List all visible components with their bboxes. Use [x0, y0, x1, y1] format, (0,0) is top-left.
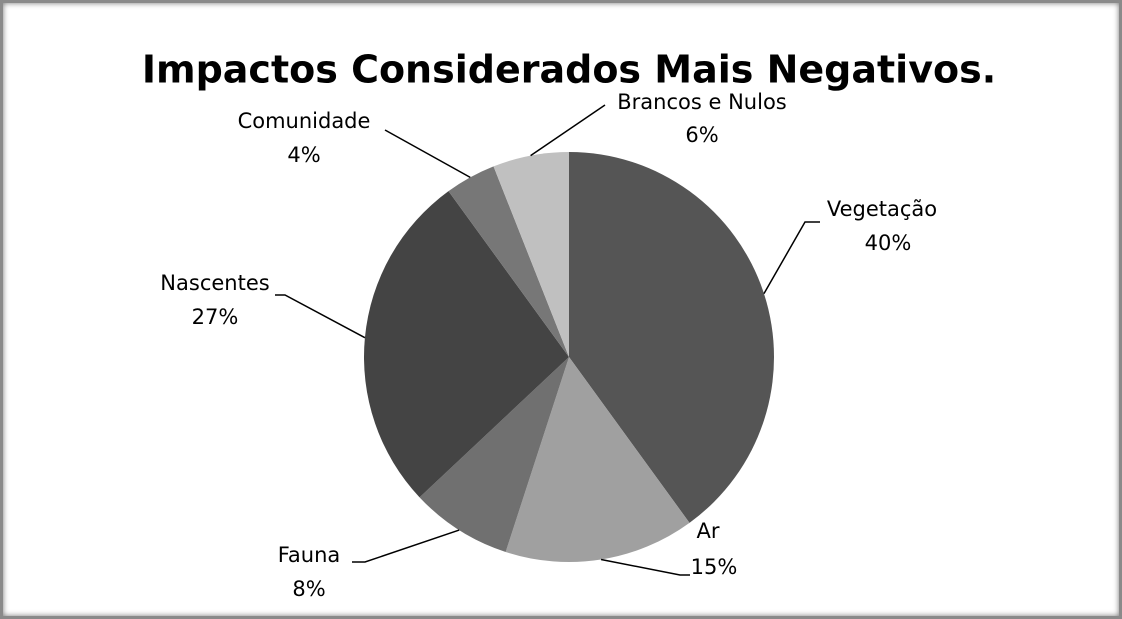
leader-line: [384, 129, 471, 179]
slice-label: Comunidade: [238, 109, 371, 133]
slice-value-label: 40%: [865, 231, 912, 255]
slice-value-label: 27%: [192, 305, 239, 329]
pie-slice: [448, 166, 569, 357]
leader-line: [275, 294, 366, 339]
leader-line: [763, 221, 820, 295]
slice-value-label: 4%: [287, 143, 320, 167]
chart-title: Impactos Considerados Mais Negativos.: [142, 48, 996, 92]
slice-value-label: 6%: [685, 123, 718, 147]
slice-label: Brancos e Nulos: [617, 90, 786, 114]
pie-slice: [569, 152, 774, 523]
slice-label: Ar: [697, 519, 720, 543]
slice-value-label: 8%: [292, 577, 325, 601]
slice-label: Vegetação: [827, 197, 937, 221]
pie-slice: [505, 357, 690, 563]
slice-value-label: 15%: [691, 555, 738, 579]
leader-line: [600, 558, 690, 576]
pie-slice: [493, 152, 569, 357]
slice-label: Fauna: [278, 543, 341, 567]
slice-label: Nascentes: [160, 271, 269, 295]
leader-line: [530, 104, 606, 157]
leader-line: [352, 529, 460, 563]
pie-slice: [419, 357, 569, 552]
pie-slice: [364, 191, 569, 498]
